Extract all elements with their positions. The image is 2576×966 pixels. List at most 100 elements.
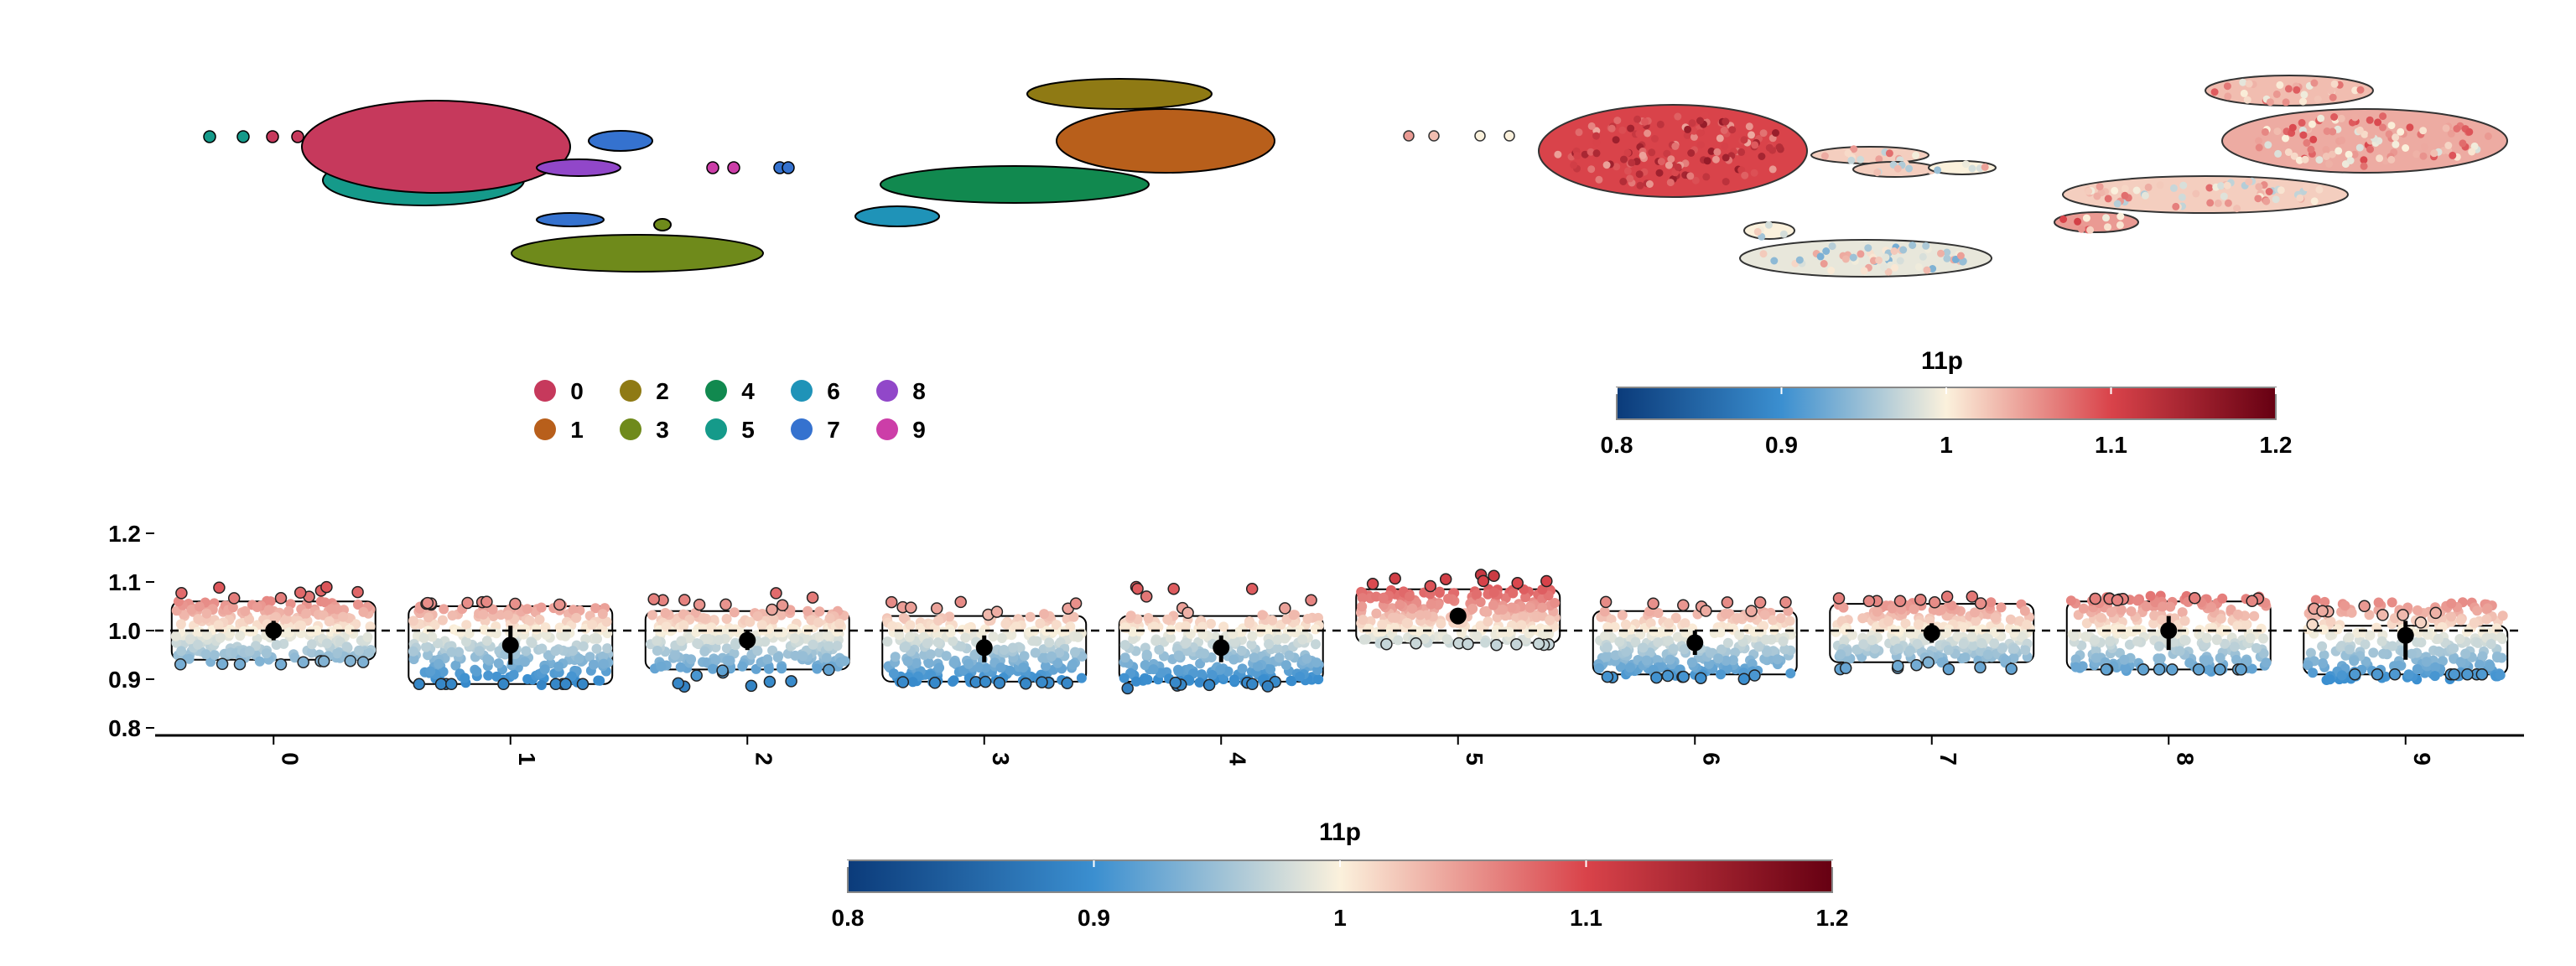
strip-outlier-point — [175, 587, 188, 600]
strip-point — [1783, 605, 1794, 616]
strip-point — [823, 641, 834, 652]
strip-point — [2368, 647, 2379, 658]
strip-point — [652, 646, 662, 656]
umap-feature-point — [2484, 132, 2492, 140]
strip-point — [201, 630, 212, 640]
umap-feature-point — [1651, 135, 1659, 143]
umap-feature-point — [2102, 214, 2110, 222]
strip-point — [601, 616, 612, 627]
umap-feature-point — [2179, 181, 2188, 190]
umap-feature-point — [1737, 166, 1746, 174]
strip-point — [1645, 618, 1656, 629]
strip-outlier-point — [776, 599, 789, 612]
umap-feature-point — [2264, 141, 2272, 149]
strip-point — [1715, 627, 1726, 638]
umap-feature-point — [1613, 163, 1621, 171]
umap-feature-point — [2255, 183, 2263, 191]
strip-point — [319, 597, 330, 608]
strip-point — [354, 645, 365, 656]
umap-feature-point — [2074, 217, 2082, 226]
strip-outlier-point — [2376, 609, 2389, 621]
umap-outlier-point — [266, 130, 279, 143]
umap-feature-point — [1737, 148, 1746, 156]
colorbar-tick-label: 1 — [1333, 905, 1347, 931]
umap-feature-point — [1587, 148, 1595, 156]
strip-point — [1600, 652, 1611, 662]
strip-point — [1778, 636, 1789, 647]
umap-cluster-region-7b — [536, 212, 605, 227]
umap-feature-point — [1934, 166, 1942, 174]
strip-point — [1125, 610, 1136, 621]
strip-point — [1394, 600, 1405, 610]
umap-feature-point — [1882, 253, 1890, 262]
colorbar-tick-label: 0.8 — [832, 905, 865, 931]
strip-point — [1997, 643, 2007, 654]
strip-outlier-point — [1892, 659, 1904, 673]
legend-swatch-7 — [791, 418, 813, 440]
strip-point — [353, 600, 363, 610]
strip-outlier-point — [1700, 605, 1712, 617]
strip-point — [1280, 633, 1291, 644]
umap-feature-point — [1648, 148, 1656, 157]
strip-point — [710, 655, 721, 666]
strip-outlier-point — [2005, 662, 2018, 675]
umap-feature-point — [1968, 164, 1976, 173]
strip-point — [1869, 643, 1880, 654]
umap-feature-point — [2360, 156, 2368, 164]
strip-point — [1635, 629, 1646, 640]
strip-point — [450, 660, 461, 671]
strip-point — [1537, 602, 1548, 613]
umap-feature-point — [2453, 125, 2461, 132]
strip-point — [790, 650, 801, 661]
strip-outlier-point — [896, 676, 910, 688]
strip-point — [1653, 637, 1664, 647]
umap-feature-point — [2334, 147, 2343, 155]
strip-point — [200, 649, 211, 660]
strip-point — [2174, 646, 2185, 657]
umap-feature-point — [1570, 161, 1578, 169]
cluster-legend: 0 1 2 3 4 5 6 7 8 9 — [534, 378, 926, 443]
umap-feature-point — [2330, 113, 2339, 121]
strip-point — [1363, 623, 1374, 634]
strip-point — [425, 666, 436, 677]
strip-point — [948, 657, 959, 668]
strip-outlier-point — [297, 656, 309, 668]
umap-feature-point — [2290, 152, 2298, 160]
strip-outlier-point — [1966, 590, 1979, 603]
strip-point — [2412, 605, 2423, 615]
umap-feature-point — [1722, 153, 1730, 162]
strip-outlier-point — [1650, 671, 1663, 684]
umap-feature-point — [1623, 148, 1632, 157]
strip-point — [1996, 602, 2007, 613]
strip-point — [2090, 635, 2101, 646]
umap-feature-point — [1849, 253, 1857, 262]
strip-point — [2184, 657, 2195, 668]
umap-feature-point — [2402, 144, 2410, 152]
umap-feature-point — [1827, 267, 1836, 274]
strip-point — [1641, 655, 1652, 666]
strip-point — [2319, 596, 2330, 607]
strip-outlier-point — [1477, 574, 1490, 588]
strip-point — [787, 623, 797, 634]
umap-feature-point — [2293, 86, 2301, 94]
strip-point — [537, 643, 548, 654]
legend-label-8: 8 — [912, 378, 926, 404]
umap-feature-point — [1875, 155, 1883, 164]
umap-feature-point — [2121, 191, 2129, 200]
umap-feature-point — [2420, 143, 2428, 151]
strip-point — [550, 646, 561, 657]
strip-point — [602, 643, 613, 654]
strip-outlier-point — [2166, 663, 2179, 676]
strip-point — [2246, 663, 2257, 674]
umap-feature-point — [1663, 149, 1671, 158]
strip-point — [1054, 647, 1065, 658]
strip-outlier-point — [2100, 663, 2113, 676]
strip-outlier-point — [293, 586, 307, 600]
umap-feature-point — [1623, 167, 1632, 175]
colorbar-tick-label: 1.1 — [1570, 905, 1602, 931]
strip-point — [1434, 586, 1445, 597]
strip-outlier-point — [2111, 594, 2124, 607]
strip-outlier-point — [1462, 637, 1474, 651]
strip-outlier-point — [763, 675, 776, 688]
strip-point — [433, 638, 444, 649]
